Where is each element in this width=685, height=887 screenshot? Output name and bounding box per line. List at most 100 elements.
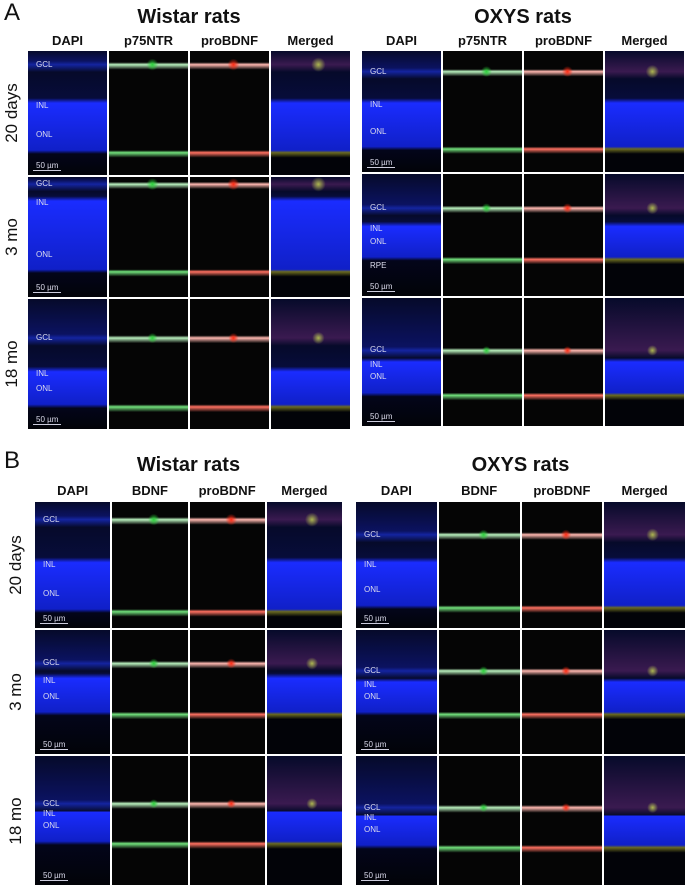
row-label: 3 mo — [6, 673, 25, 711]
micrograph-probdnf — [524, 51, 603, 172]
micrograph-merged — [605, 174, 684, 296]
scale-bar: 50 µm — [33, 416, 62, 425]
micrograph-bdnf — [438, 756, 520, 885]
micrograph-probdnf — [190, 299, 269, 429]
micrograph-dapi: GCL INL ONL 50 µm — [356, 502, 437, 628]
micrograph-probdnf — [521, 502, 603, 628]
micrograph-merged — [266, 756, 342, 885]
column-header: p75NTR — [457, 33, 508, 48]
row-label: 20 days — [2, 83, 21, 143]
column-header: proBDNF — [200, 33, 259, 48]
layer-label: ONL — [36, 384, 53, 393]
layer-label: INL — [370, 360, 383, 369]
layer-label: ONL — [370, 237, 387, 246]
micrograph-p75ntr — [109, 299, 188, 429]
layer-label: GCL — [43, 515, 60, 524]
group-title: OXYS rats — [474, 6, 572, 28]
micrograph-bdnf — [112, 630, 188, 754]
row-label: 18 mo — [2, 340, 21, 388]
layer-label: GCL — [370, 345, 387, 354]
micrograph-dapi: GCL INL ONL 50 µm — [356, 630, 437, 754]
micrograph-probdnf — [190, 51, 269, 175]
group-title: OXYS rats — [471, 454, 570, 476]
micrograph-dapi: GCL INL ONL 50 µm — [362, 51, 441, 172]
layer-label: GCL — [36, 333, 53, 342]
micrograph-p75ntr — [109, 51, 188, 175]
layer-label: GCL — [364, 803, 381, 812]
layer-label: INL — [43, 676, 56, 685]
micrograph-dapi: GCL INL ONL 50 µm — [28, 177, 107, 297]
row-label: 18 mo — [6, 796, 25, 845]
micrograph-dapi: GCL INL ONL 50 µm — [362, 298, 441, 426]
micrograph-probdnf — [521, 756, 603, 885]
micrograph-dapi: GCL INL ONL 50 µm — [35, 630, 111, 754]
layer-label: ONL — [43, 589, 60, 598]
layer-label: INL — [364, 813, 377, 822]
column-header: DAPI — [57, 483, 89, 498]
micrograph-dapi: GCL INL ONL 50 µm — [35, 502, 111, 628]
column-header: proBDNF — [534, 33, 593, 48]
layer-label: INL — [364, 680, 377, 689]
layer-label: GCL — [364, 666, 381, 675]
scale-bar: 50 µm — [40, 872, 69, 881]
panel-label: B — [4, 447, 21, 474]
layer-label: INL — [36, 198, 49, 207]
micrograph-merged — [604, 756, 685, 885]
layer-label: GCL — [370, 203, 387, 212]
column-header: proBDNF — [198, 483, 256, 498]
layer-label: INL — [36, 369, 49, 378]
image-grid: GCL INL ONL 50 µm GCL INL ONL 50 µm GCL INL ONL 50 … — [28, 51, 350, 429]
layer-label: ONL — [36, 250, 53, 259]
scale-bar: 50 µm — [33, 284, 62, 293]
micrograph-merged — [604, 630, 685, 754]
micrograph-probdnf — [524, 174, 603, 296]
group-title: Wistar rats — [136, 454, 241, 476]
image-grid: GCL INL ONL 50 µm GCL INL ONL 50 µm GCL INL ONL 50 … — [35, 502, 342, 885]
micrograph-merged — [271, 299, 350, 429]
layer-label: ONL — [43, 692, 60, 701]
row-label: 3 mo — [2, 218, 21, 256]
scale-bar: 50 µm — [367, 159, 396, 168]
micrograph-merged — [605, 51, 684, 172]
row-label: 20 days — [6, 535, 25, 595]
layer-label: INL — [370, 224, 383, 233]
column-header: DAPI — [380, 483, 412, 498]
layer-label: INL — [43, 560, 56, 569]
micrograph-bdnf — [438, 502, 520, 628]
micrograph-probdnf — [524, 298, 603, 426]
micrograph-probdnf — [190, 177, 269, 297]
micrograph-probdnf — [189, 502, 265, 628]
scale-bar: 50 µm — [367, 413, 396, 422]
scale-bar: 50 µm — [33, 162, 62, 171]
scale-bar: 50 µm — [40, 615, 69, 624]
column-header: p75NTR — [123, 33, 174, 48]
scale-bar: 50 µm — [361, 741, 390, 750]
column-header: BDNF — [131, 483, 168, 498]
layer-label: GCL — [364, 530, 381, 539]
layer-label: GCL — [36, 60, 53, 69]
layer-label: GCL — [36, 179, 53, 188]
image-grid: GCL INL ONL 50 µm GCL INL ONL 50 µm GCL INL ONL 50 … — [356, 502, 685, 885]
micrograph-bdnf — [112, 502, 188, 628]
scale-bar: 50 µm — [361, 615, 390, 624]
micrograph-bdnf — [112, 756, 188, 885]
micrograph-p75ntr — [443, 174, 522, 296]
column-header: Merged — [287, 33, 334, 48]
micrograph-p75ntr — [443, 51, 522, 172]
micrograph-probdnf — [521, 630, 603, 754]
layer-label: ONL — [364, 585, 381, 594]
micrograph-dapi: GCL INL ONL RPE 50 µm — [362, 174, 441, 296]
scale-bar: 50 µm — [361, 872, 390, 881]
layer-label: INL — [370, 100, 383, 109]
micrograph-dapi: GCL INL ONL 50 µm — [35, 756, 111, 885]
micrograph-probdnf — [189, 630, 265, 754]
micrograph-merged — [266, 630, 342, 754]
group-title: Wistar rats — [137, 6, 241, 28]
micrograph-dapi: GCL INL ONL 50 µm — [356, 756, 437, 885]
micrograph-merged — [266, 502, 342, 628]
layer-label: GCL — [43, 658, 60, 667]
micrograph-dapi: GCL INL ONL 50 µm — [28, 299, 107, 429]
image-grid: GCL INL ONL 50 µm GCL INL ONL RPE 50 µm GCL INL ONL… — [362, 51, 684, 426]
column-header: proBDNF — [533, 483, 591, 498]
micrograph-merged — [271, 177, 350, 297]
